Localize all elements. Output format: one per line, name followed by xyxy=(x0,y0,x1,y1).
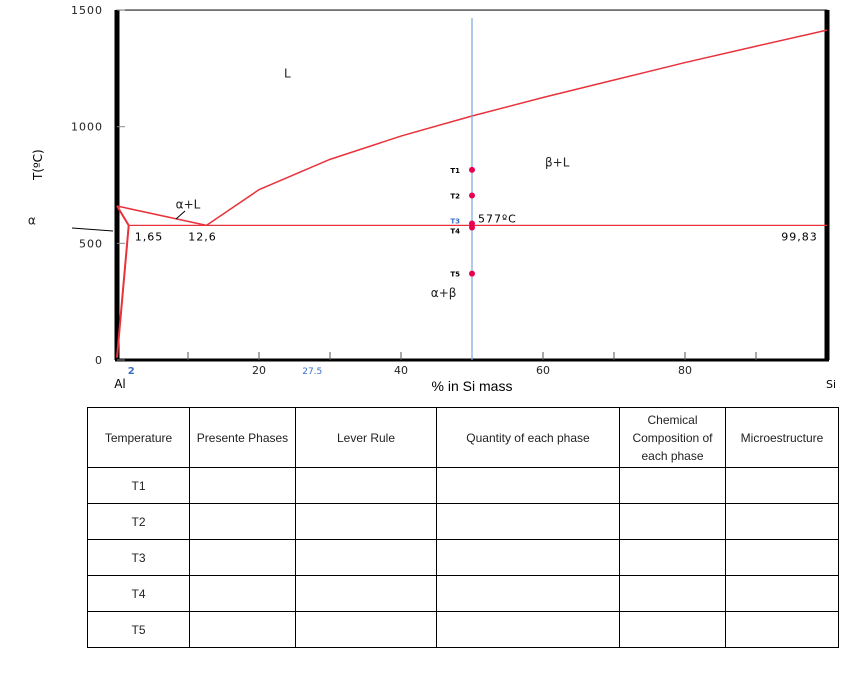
row-temperature: T2 xyxy=(87,503,190,540)
table-cell[interactable] xyxy=(189,503,296,540)
point-t2 xyxy=(469,192,475,199)
y-tick-label: 0 xyxy=(95,354,103,367)
table-cell[interactable] xyxy=(619,503,726,540)
row-temperature: T3 xyxy=(87,539,190,576)
region-label: α+β xyxy=(431,286,457,300)
solvus-al-line xyxy=(116,225,130,358)
header-phases: Presente Phases xyxy=(189,407,296,468)
row-temperature: T4 xyxy=(87,575,190,612)
table-row: T5 xyxy=(87,611,839,648)
table-cell[interactable] xyxy=(189,575,296,612)
liquidus-si-curve xyxy=(206,29,828,227)
x-right-label: Si xyxy=(826,378,836,391)
table-cell[interactable] xyxy=(725,575,839,612)
row-temperature: T1 xyxy=(87,467,190,504)
header-lever-rule: Lever Rule xyxy=(295,407,437,468)
point-label: T3 xyxy=(450,218,460,226)
analysis-table: Temperature Presente Phases Lever Rule Q… xyxy=(87,407,839,648)
table-cell[interactable] xyxy=(295,611,437,648)
y-axis-label: T(ºC) xyxy=(31,149,45,181)
table-cell[interactable] xyxy=(619,539,726,576)
liquidus-al-line xyxy=(116,205,207,227)
x-tick-label: 20 xyxy=(252,364,266,377)
y-tick-label: 1500 xyxy=(71,4,103,17)
x-tick-label: 60 xyxy=(536,364,550,377)
region-label: L xyxy=(284,67,291,81)
composition-label: 12,6 xyxy=(188,230,217,243)
table-row: T1 xyxy=(87,467,839,504)
table-cell[interactable] xyxy=(436,503,620,540)
table-cell[interactable] xyxy=(189,611,296,648)
x-tick-label: 80 xyxy=(678,364,692,377)
table-cell[interactable] xyxy=(189,467,296,504)
table-cell[interactable] xyxy=(619,575,726,612)
region-label: β+L xyxy=(545,155,570,169)
point-label: T5 xyxy=(450,271,460,279)
region-label: α xyxy=(28,214,36,228)
table-cell[interactable] xyxy=(725,467,839,504)
point-label: T4 xyxy=(450,227,460,235)
blue-mark-label: 2 xyxy=(128,366,135,377)
table-cell[interactable] xyxy=(725,503,839,540)
y-tick-label: 500 xyxy=(79,237,103,250)
table-cell[interactable] xyxy=(436,575,620,612)
table-row: T4 xyxy=(87,575,839,612)
table-cell[interactable] xyxy=(436,467,620,504)
blue-mark-label: 27.5 xyxy=(302,367,322,377)
table-cell[interactable] xyxy=(725,611,839,648)
region-label: α+L xyxy=(176,197,201,211)
table-cell[interactable] xyxy=(295,503,437,540)
composition-label: 99,83 xyxy=(781,230,818,243)
table-cell[interactable] xyxy=(295,467,437,504)
point-label: T1 xyxy=(450,167,460,175)
table-cell[interactable] xyxy=(436,611,620,648)
table-cell[interactable] xyxy=(619,611,726,648)
eutectic-temp-label: 577ºC xyxy=(478,212,517,225)
alpha-l-arrow xyxy=(175,210,186,220)
point-t4 xyxy=(469,224,475,231)
table-cell[interactable] xyxy=(295,575,437,612)
header-quantity: Quantity of each phase xyxy=(436,407,620,468)
phase-diagram: 0 500 1000 1500 20 40 60 80 2 27.5 Al Si % in Si mas… xyxy=(28,4,836,394)
x-left-label: Al xyxy=(114,377,126,391)
table-cell[interactable] xyxy=(619,467,726,504)
table-row: T2 xyxy=(87,503,839,540)
solidus-al-line xyxy=(116,205,130,226)
table-cell[interactable] xyxy=(295,539,437,576)
header-temperature: Temperature xyxy=(87,407,190,468)
header-microstructure: Microestructure xyxy=(725,407,839,468)
table-row: T3 xyxy=(87,539,839,576)
row-temperature: T5 xyxy=(87,611,190,648)
table-cell[interactable] xyxy=(189,539,296,576)
table-cell[interactable] xyxy=(725,539,839,576)
alpha-arrow xyxy=(71,227,114,232)
x-tick-label: 40 xyxy=(394,364,408,377)
header-composition: Chemical Composition of each phase xyxy=(619,407,726,468)
y-tick-label: 1000 xyxy=(71,121,103,134)
composition-label: 1,65 xyxy=(135,230,164,243)
table-cell[interactable] xyxy=(436,539,620,576)
point-t5 xyxy=(469,270,475,277)
x-axis-label: % in Si mass xyxy=(432,378,513,394)
point-label: T2 xyxy=(450,193,460,201)
point-t1 xyxy=(469,166,475,173)
